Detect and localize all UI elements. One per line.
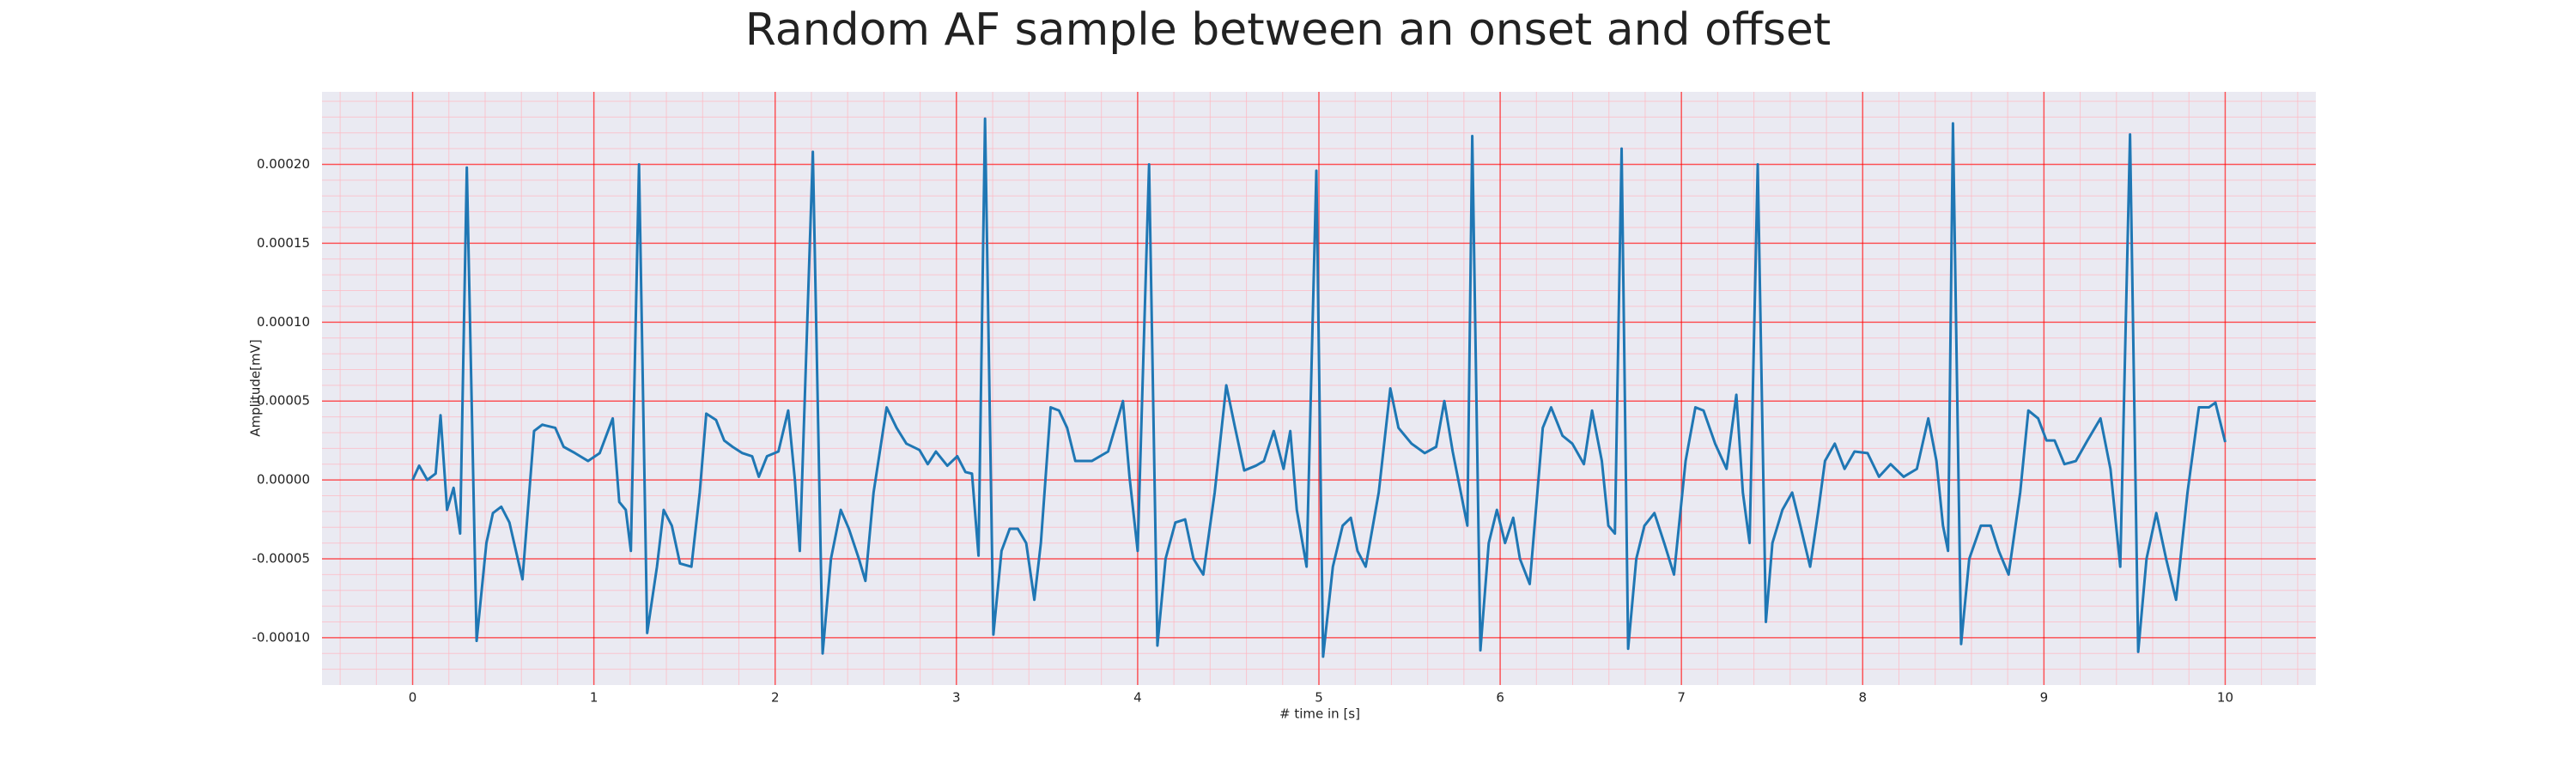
y-tick-label: 0.00010 [257,314,310,330]
x-tick-label: 9 [2040,690,2049,706]
chart-title: Random AF sample between an onset and of… [745,4,1831,56]
x-tick-label: 4 [1133,690,1142,706]
signal-line [411,117,2227,658]
x-tick-label: 1 [590,690,598,706]
y-tick-label: -0.00005 [252,550,310,566]
x-tick-label: 3 [952,690,961,706]
y-tick-label: -0.00010 [252,629,310,645]
y-tick-label: 0.00020 [257,156,310,172]
x-tick-label: 10 [2217,690,2233,706]
y-tick-label: 0.00000 [257,472,310,488]
x-tick-label: 7 [1677,690,1686,706]
x-tick-label: 6 [1496,690,1504,706]
x-tick-label: 5 [1315,690,1323,706]
x-tick-label: 8 [1858,690,1867,706]
x-tick-label: 0 [409,690,417,706]
y-tick-label: 0.00005 [257,393,310,409]
x-tick-label: 2 [771,690,780,706]
x-axis-label: # time in [s] [1279,706,1360,722]
y-tick-label: 0.00015 [257,235,310,251]
y-axis-label: Amplitude[mV] [248,339,264,436]
